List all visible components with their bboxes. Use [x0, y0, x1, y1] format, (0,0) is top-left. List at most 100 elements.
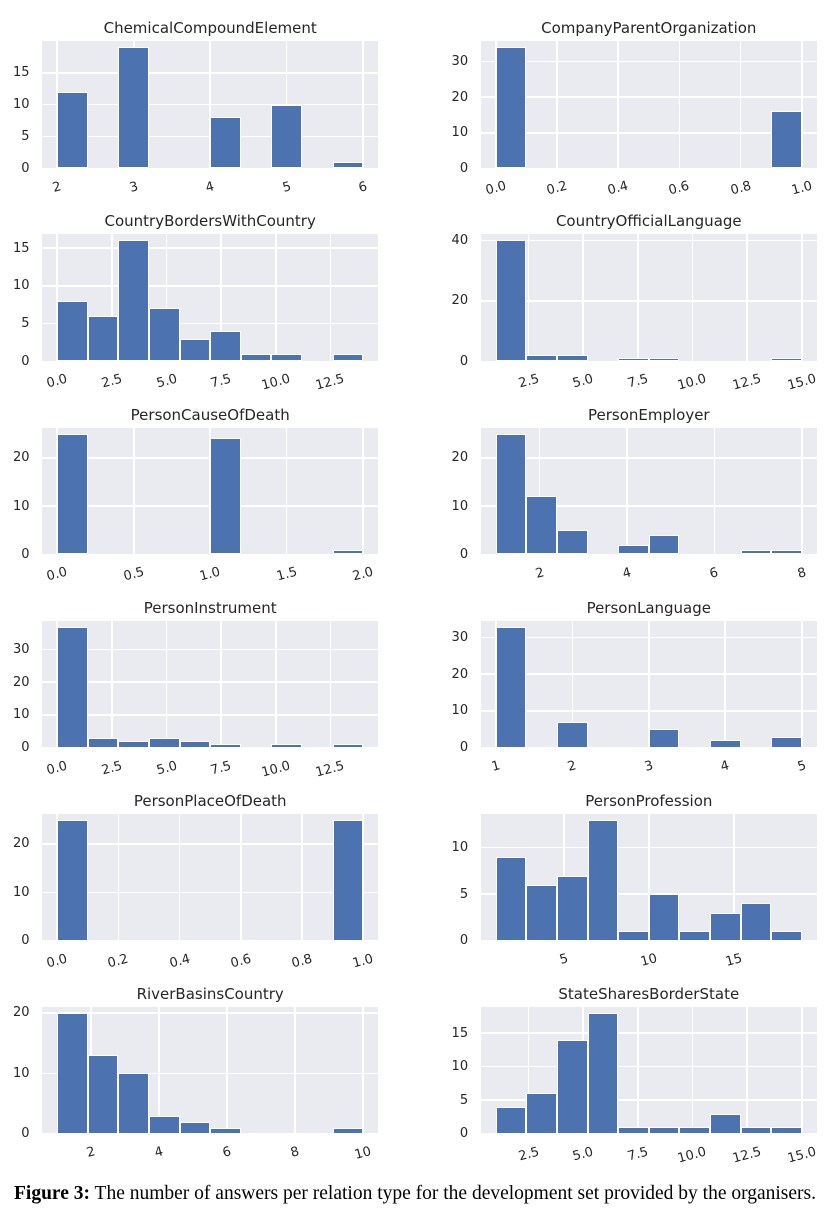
x-gridline [626, 427, 628, 555]
x-gridline [362, 41, 364, 169]
x-tick-label: 0.0 [45, 951, 70, 972]
x-gridline [274, 620, 277, 748]
histogram-bar [332, 161, 364, 169]
y-gridline [480, 1065, 817, 1068]
histogram-bar [771, 1127, 802, 1134]
y-tick-label: 5 [21, 128, 30, 144]
x-tick-label: 0.8 [290, 951, 314, 972]
histogram-bar [87, 316, 119, 362]
x-gridline [732, 813, 735, 941]
subplot-title: CountryBordersWithCountry [104, 212, 316, 231]
x-tick-label: 5.0 [154, 371, 179, 392]
x-gridline [294, 1006, 296, 1134]
axes-background [480, 41, 817, 169]
x-tick-label: 5.0 [154, 758, 179, 779]
histogram-bar [118, 47, 150, 169]
y-tick-label: 20 [451, 450, 469, 466]
histogram-bar [149, 737, 180, 748]
x-gridline [582, 234, 585, 362]
y-tick-label: 0 [21, 740, 30, 756]
x-tick-label: 7.5 [625, 371, 650, 392]
y-gridline [42, 1133, 379, 1135]
histogram-bar [57, 433, 88, 555]
histogram-bar [332, 1127, 364, 1134]
histogram-bar [587, 1012, 619, 1134]
x-tick-label: 3 [642, 758, 655, 775]
x-gridline [220, 620, 222, 748]
histogram-bar [57, 626, 88, 748]
subplot-title: StateSharesBorderState [558, 984, 740, 1003]
x-tick-label: 10.0 [676, 371, 709, 394]
histogram-bar [648, 729, 680, 748]
x-tick-label: 2 [85, 1144, 98, 1161]
y-tick-label: 10 [451, 703, 469, 719]
x-gridline [285, 427, 288, 555]
histogram-bar [210, 438, 241, 555]
histogram-bar [709, 740, 741, 748]
x-gridline [538, 427, 541, 555]
x-tick-label: 2.5 [99, 758, 124, 779]
y-tick-label: 0 [21, 160, 30, 176]
y-tick-label: 0 [459, 933, 469, 949]
y-gridline [480, 1133, 817, 1135]
x-tick-label: 2.5 [516, 1144, 541, 1165]
y-tick-label: 0 [21, 353, 30, 369]
histogram-bar [618, 1127, 649, 1134]
y-gridline [480, 1032, 817, 1034]
x-gridline [800, 41, 803, 169]
x-tick-label: 1.0 [351, 951, 376, 972]
y-tick-label: 40 [451, 232, 469, 248]
x-tick-label: 1 [489, 758, 502, 775]
x-tick-label: 1.0 [198, 565, 223, 585]
y-gridline [42, 681, 379, 683]
x-tick-label: 0.5 [121, 565, 146, 585]
histogram-bar [210, 117, 241, 169]
x-tick-label: 7.5 [209, 371, 234, 392]
y-tick-label: 0 [459, 160, 469, 176]
x-tick-label: 1.5 [274, 565, 299, 585]
histogram-bar [740, 549, 772, 555]
x-tick-label: 12.5 [314, 758, 347, 781]
histogram-bar [179, 1121, 211, 1134]
y-gridline [42, 1012, 379, 1014]
x-tick-label: 2 [533, 564, 546, 582]
histogram-bar [332, 819, 364, 941]
histogram-bar [495, 47, 527, 169]
y-tick-label: 0 [21, 547, 30, 562]
x-tick-label: 4 [153, 1144, 166, 1161]
histogram-bar [495, 433, 527, 555]
y-gridline [480, 456, 817, 459]
x-gridline [617, 41, 619, 169]
x-gridline [301, 813, 303, 941]
histogram-bar [495, 240, 527, 362]
x-gridline [239, 813, 242, 941]
x-tick-label: 2.5 [99, 371, 124, 392]
histogram-bar [87, 737, 119, 748]
x-tick-label: 10.0 [259, 371, 292, 394]
x-gridline [800, 1006, 803, 1134]
y-gridline [480, 300, 817, 302]
y-tick-label: 20 [12, 836, 30, 852]
y-tick-label: 20 [12, 450, 30, 466]
histogram-bar [179, 338, 211, 362]
x-gridline [165, 234, 168, 362]
histogram-bar [526, 1093, 558, 1134]
histogram-bar [210, 331, 241, 362]
y-tick-label: 20 [451, 293, 469, 309]
x-tick-label: 12.5 [314, 371, 347, 394]
x-tick-label: 10 [353, 1144, 374, 1164]
x-tick-label: 0.4 [167, 951, 192, 972]
histogram-bar [495, 626, 527, 748]
y-gridline [480, 505, 817, 507]
y-tick-label: 15 [451, 1025, 469, 1041]
histogram-bar [557, 1039, 588, 1134]
x-gridline [158, 1006, 161, 1134]
x-gridline [111, 234, 113, 362]
y-tick-label: 10 [12, 1065, 30, 1081]
y-tick-label: 10 [451, 125, 469, 141]
x-tick-label: 4 [719, 758, 732, 775]
histogram-bar [771, 111, 802, 169]
histogram-bar [771, 931, 802, 941]
x-tick-label: 12.5 [731, 1144, 764, 1167]
